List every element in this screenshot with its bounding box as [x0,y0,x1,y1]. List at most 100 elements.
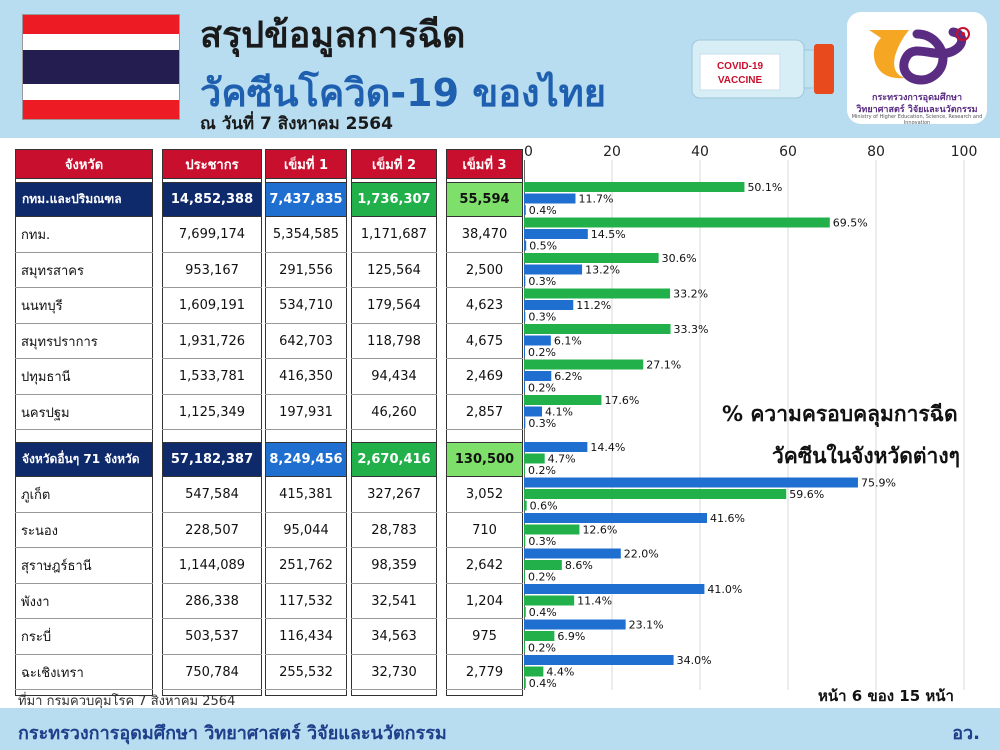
table-cell-d1: 5,354,585 [265,218,347,253]
table-cell-name: ปทุมธานี [15,360,153,395]
table-cell-name: นครปฐม [15,395,153,430]
header-banner: สรุปข้อมูลการฉีด วัคซีนโควิด-19 ของไทย ณ… [0,0,1000,138]
bar-blue [524,229,588,239]
bar-blue [524,477,858,488]
logo-caption-2: วิทยาศาสตร์ วิจัยและนวัตกรรม [856,105,978,115]
table-cell-name: จังหวัดอื่นๆ 71 จังหวัด [15,442,153,477]
table-cell-d3: 2,469 [446,360,523,395]
bar-data-label: 0.3% [528,311,556,324]
x-tick-label: 60 [779,144,797,160]
table-header-4: เข็มที่ 3 [446,149,523,179]
table-cell-name: นนทบุรี [15,289,153,324]
bar-green [524,359,644,370]
table-cell-d1: 117,532 [265,584,347,619]
bar-blue [524,442,588,452]
table-cell-name: กทม. [15,218,153,253]
table-cell-pop: 547,584 [162,478,262,513]
table-header-1: ประชากร [162,149,262,179]
footer-bar: กระทรวงการอุดมศึกษา วิทยาศาสตร์ วิจัยและ… [0,708,1000,750]
table-cell-d3: 130,500 [446,442,523,477]
bar-green [524,217,830,228]
table-cell-d2: 28,783 [351,513,437,548]
thai-flag-icon [22,14,180,120]
logo-caption-1: กระทรวงการอุดมศึกษา [872,93,962,103]
table-cell-d2: 2,670,416 [351,442,437,477]
bar-data-label: 14.5% [591,228,626,241]
bar-blue [524,276,526,286]
vaccine-label-2: VACCINE [718,75,763,86]
bar-data-label: 0.3% [528,275,556,288]
data-table: จังหวัด ประชากร เข็มที่ 1 เข็มที่ 2 เข็มที่ … [15,142,525,697]
bar-data-label: 75.9% [861,477,896,490]
bar-data-label: 69.5% [833,217,868,230]
bar-data-label: 6.2% [554,370,582,383]
footer-abbr: อว. [952,723,980,744]
table-cell-d3: 3,052 [446,478,523,513]
table-cell-d1: 251,762 [265,549,347,584]
table-cell-d3: 2,642 [446,549,523,584]
bar-green [524,500,527,511]
bar-green [524,288,671,299]
table-cell-pop: 57,182,387 [162,442,262,477]
bar-blue [524,584,705,594]
bar-green [524,642,525,653]
bar-data-label: 6.9% [557,630,585,643]
bar-data-label: 8.6% [565,559,593,572]
table-cell-d1: 7,437,835 [265,182,347,217]
col-population [162,149,262,696]
bar-green [524,182,745,192]
table-cell-name: สมุทรสาคร [15,253,153,288]
table-cell-d1: 416,350 [265,360,347,395]
ministry-logo: กระทรวงการอุดมศึกษา วิทยาศาสตร์ วิจัยและ… [847,12,987,126]
bar-green [524,678,526,688]
bar-green [524,324,671,334]
table-cell-d1: 95,044 [265,513,347,548]
table-cell-d3: 1,204 [446,584,523,619]
table-cell-d2: 98,359 [351,549,437,584]
bar-data-label: 50.1% [747,181,782,194]
bar-data-label: 0.2% [528,464,556,477]
bar-data-label: 34.0% [677,654,712,667]
vaccine-vial-icon: COVID-19 VACCINE [691,39,834,99]
bar-green [524,560,562,570]
bar-data-label: 0.2% [528,346,556,359]
table-cell-d3: 2,500 [446,253,523,288]
bar-green [524,489,787,499]
bar-data-label: 33.3% [674,323,709,336]
bar-blue [524,347,525,357]
table-cell-d1: 8,249,456 [265,442,347,477]
table-cell-pop: 1,144,089 [162,549,262,584]
table-cell-name: ระนอง [15,513,153,548]
table-cell-d1: 255,532 [265,655,347,690]
table-cell-d2: 1,171,687 [351,218,437,253]
page-title: สรุปข้อมูลการฉีด [200,15,466,56]
table-cell-pop: 7,699,174 [162,218,262,253]
table-cell-d1: 197,931 [265,395,347,430]
page-number: หน้า 6 ของ 15 หน้า [818,687,954,705]
bar-data-label: 0.3% [528,535,556,548]
bar-blue [524,548,621,559]
page-subtitle: วัคซีนโควิด-19 ของไทย [200,71,607,115]
bar-blue [524,240,527,251]
bar-data-label: 4.1% [545,406,573,419]
bar-data-label: 23.1% [629,619,664,632]
bar-data-label: 11.4% [577,595,612,608]
bar-data-label: 41.6% [710,512,745,525]
table-cell-name: สมุทรปราการ [15,324,153,359]
table-cell-d2: 118,798 [351,324,437,359]
table-cell-d2: 94,434 [351,360,437,395]
bar-green [524,465,525,475]
logo-caption-3: Ministry of Higher Education, Science, R… [851,114,983,126]
bar-data-label: 4.7% [548,453,576,466]
table-cell-d3: 710 [446,513,523,548]
bar-data-label: 0.4% [529,677,557,690]
table-cell-name: กทม.และปริมณฑล [15,182,153,217]
bar-blue [524,335,551,346]
table-cell-d2: 32,730 [351,655,437,690]
table-cell-name: สุราษฎร์ธานี [15,549,153,584]
table-cell-pop: 286,338 [162,584,262,619]
col-dose2 [351,149,437,696]
bar-blue [524,382,525,393]
bar-blue [524,193,576,204]
col-dose1 [265,149,347,696]
